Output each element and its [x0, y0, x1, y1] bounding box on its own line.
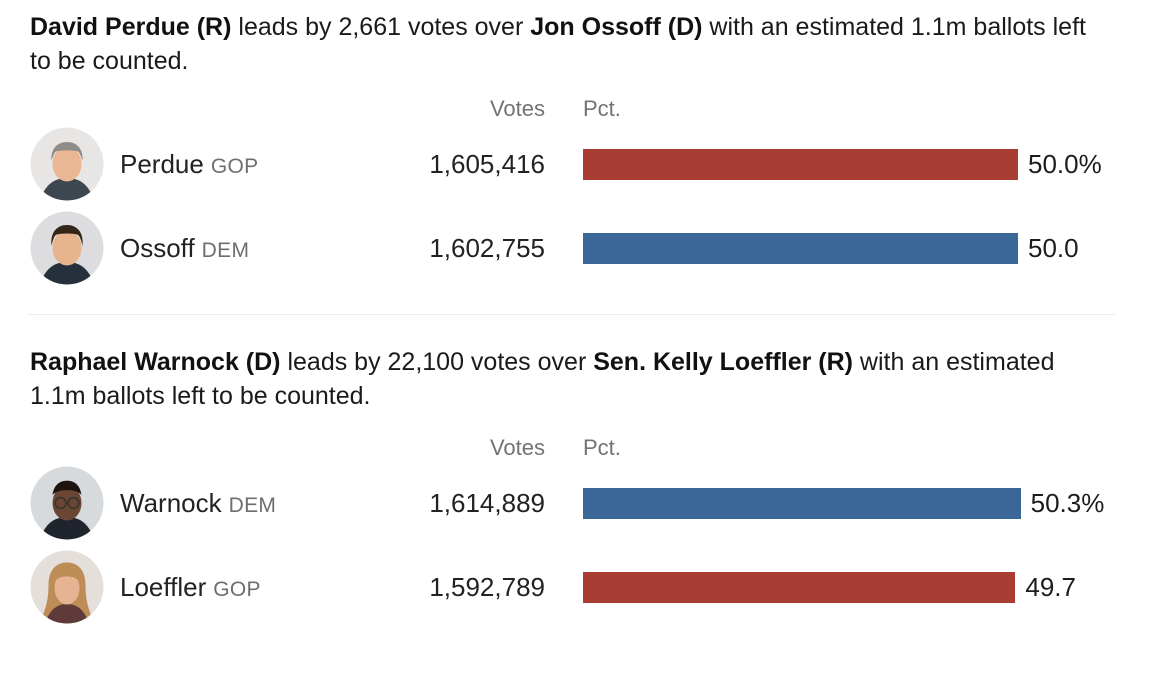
pct-column-header: Pct.: [583, 96, 621, 121]
headline-mid-text: leads by 22,100 votes over: [280, 348, 594, 376]
trailer-name: Jon Ossoff (D): [530, 13, 703, 41]
headline-rest-text: with an estimated 1.1m ballots left to b…: [30, 13, 1086, 75]
pct-column-header: Pct.: [583, 435, 621, 460]
pct-bar-dem: [583, 487, 1021, 519]
candidate-row-ossoff: Ossoff DEM 1,602,755 50.0: [30, 206, 1115, 290]
party-label: GOP: [213, 577, 261, 601]
section-divider: [27, 314, 1115, 315]
race-headline: Raphael Warnock (D) leads by 22,100 vote…: [30, 345, 1092, 413]
pct-value: 50.0%: [1028, 148, 1102, 179]
candidate-name: Perdue: [120, 148, 204, 179]
candidate-name: Loeffler: [120, 571, 207, 602]
candidate-votes: 1,614,889: [429, 487, 545, 518]
candidate-name-cell: Loeffler GOP: [120, 572, 360, 603]
candidate-votes: 1,605,416: [429, 148, 545, 179]
candidate-votes: 1,602,755: [429, 232, 545, 263]
pct-value: 50.0: [1028, 232, 1079, 263]
pct-value: 50.3%: [1030, 487, 1105, 518]
trailer-name: Sen. Kelly Loeffler (R): [593, 348, 853, 376]
pct-bar-cell: 50.3%: [545, 487, 1115, 519]
column-headers: Votes Pct.: [30, 435, 1115, 461]
candidate-photo-perdue: [30, 127, 104, 201]
pct-value: 49.7: [1025, 571, 1076, 602]
votes-column-header: Votes: [489, 435, 545, 460]
party-label: DEM: [201, 238, 250, 262]
votes-column-header: Votes: [489, 96, 545, 121]
candidate-votes: 1,592,789: [429, 571, 545, 602]
pct-bar-dem: [583, 232, 1018, 264]
pct-bar-cell: 50.0: [545, 232, 1115, 264]
party-label: DEM: [228, 493, 277, 517]
candidate-name-cell: Warnock DEM: [120, 488, 360, 519]
party-label: GOP: [210, 154, 259, 178]
candidate-photo-ossoff: [30, 211, 104, 285]
headline-mid-text: leads by 2,661 votes over: [231, 13, 531, 41]
headline-rest-text: with an estimated 1.1m ballots left to b…: [30, 348, 1055, 410]
candidate-row-perdue: Perdue GOP 1,605,416 50.0%: [30, 122, 1115, 206]
candidate-name: Warnock: [120, 487, 222, 518]
candidate-name-cell: Perdue GOP: [120, 149, 360, 180]
pct-bar-gop: [583, 148, 1018, 180]
candidate-photo-loeffler: [30, 550, 104, 624]
race-section-perdue-ossoff: David Perdue (R) leads by 2,661 votes ov…: [30, 10, 1115, 290]
column-headers: Votes Pct.: [30, 96, 1115, 122]
pct-bar-cell: 50.0%: [545, 148, 1115, 180]
pct-bar-cell: 49.7: [545, 571, 1115, 603]
race-section-warnock-loeffler: Raphael Warnock (D) leads by 22,100 vote…: [30, 345, 1115, 629]
candidate-row-warnock: Warnock DEM 1,614,889 50.3%: [30, 461, 1115, 545]
candidate-row-loeffler: Loeffler GOP 1,592,789 49.7: [30, 545, 1115, 629]
candidate-name-cell: Ossoff DEM: [120, 233, 360, 264]
candidate-photo-warnock: [30, 466, 104, 540]
results-graphic: David Perdue (R) leads by 2,661 votes ov…: [27, 10, 1115, 629]
leader-name: David Perdue (R): [30, 13, 232, 41]
candidate-name: Ossoff: [120, 232, 195, 263]
pct-bar-gop: [583, 571, 1016, 603]
race-headline: David Perdue (R) leads by 2,661 votes ov…: [30, 10, 1092, 78]
leader-name: Raphael Warnock (D): [30, 348, 281, 376]
